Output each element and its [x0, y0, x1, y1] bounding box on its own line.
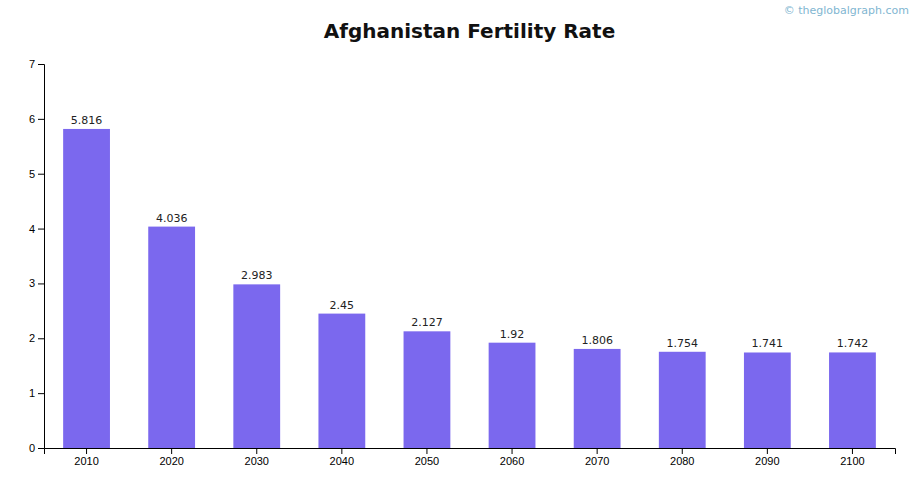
- tick-label: 4: [29, 223, 35, 235]
- x-tick: 2050: [415, 448, 439, 467]
- tick-mark: [38, 283, 44, 284]
- data-label: 2.45: [330, 299, 355, 312]
- tick-mark: [38, 64, 44, 65]
- y-tick: 0: [29, 442, 44, 454]
- bar: [659, 352, 706, 448]
- tick-label: 2: [29, 332, 35, 344]
- tick-label: 2050: [415, 455, 439, 467]
- bar: [574, 349, 621, 448]
- tick-mark: [38, 393, 44, 394]
- tick-label: 7: [29, 58, 35, 70]
- tick-mark: [512, 448, 513, 454]
- tick-label: 2030: [245, 455, 269, 467]
- annotation: © theglobalgraph.com: [784, 4, 909, 17]
- tick-mark: [86, 448, 87, 454]
- tick-label: 2040: [330, 455, 354, 467]
- bar: [233, 284, 280, 448]
- x-axis: 2010 2020 2030 2040 2050 2060 2070 2080 2090 2100: [45, 448, 896, 467]
- bar: [63, 129, 110, 448]
- tick-label: 2090: [755, 455, 779, 467]
- bar: [489, 343, 536, 448]
- tick-label: 2100: [840, 455, 864, 467]
- data-label: 2.983: [241, 269, 273, 282]
- data-label: 1.742: [837, 337, 869, 350]
- x-tick: 2030: [245, 448, 269, 467]
- title: Afghanistan Fertility Rate: [324, 19, 615, 43]
- tick-mark: [426, 448, 427, 454]
- x-tick: 2080: [670, 448, 694, 467]
- chart: 0 1 2 3 4 5 6 7 2010 2020 2030 2040 2050 2060 2070 2080…: [0, 0, 919, 484]
- tick-label: 2010: [74, 455, 98, 467]
- tick-mark: [341, 448, 342, 454]
- tick-label: 5: [29, 168, 35, 180]
- tick-mark: [38, 338, 44, 339]
- y-tick: 5: [29, 168, 44, 180]
- tick-mark: [38, 174, 44, 175]
- x-tick: 2040: [330, 448, 354, 467]
- tick-mark: [38, 448, 44, 449]
- y-axis: 0 1 2 3 4 5 6 7: [29, 58, 45, 454]
- data-labels: 5.816 4.036 2.983 2.45 2.127 1.92 1.806 1.754 1.…: [71, 114, 868, 351]
- data-label: 5.816: [71, 114, 103, 127]
- tick-mark: [171, 448, 172, 454]
- x-tick: 2010: [74, 448, 98, 467]
- tick-label: 2070: [585, 455, 609, 467]
- tick-mark: [682, 448, 683, 454]
- axis-line: [45, 449, 896, 455]
- tick-label: 2060: [500, 455, 524, 467]
- y-tick: 4: [29, 223, 44, 235]
- tick-mark: [767, 448, 768, 454]
- bar: [829, 352, 876, 448]
- tick-mark: [38, 119, 44, 120]
- tick-label: 3: [29, 277, 35, 289]
- y-tick: 1: [29, 387, 44, 399]
- x-tick: 2020: [159, 448, 183, 467]
- bar: [318, 314, 365, 448]
- data-label: 4.036: [156, 212, 188, 225]
- tick-label: 2080: [670, 455, 694, 467]
- y-tick: 7: [29, 58, 44, 70]
- y-tick: 3: [29, 277, 44, 289]
- y-tick: 6: [29, 113, 44, 125]
- x-tick: 2070: [585, 448, 609, 467]
- tick-label: 1: [29, 387, 35, 399]
- y-tick: 2: [29, 332, 44, 344]
- data-label: 1.754: [667, 337, 699, 350]
- bar: [148, 227, 195, 448]
- tick-mark: [38, 229, 44, 230]
- axis-line: [38, 65, 45, 449]
- x-tick: 2090: [755, 448, 779, 467]
- tick-label: 0: [29, 442, 35, 454]
- tick-mark: [256, 448, 257, 454]
- x-tick: 2060: [500, 448, 524, 467]
- data-label: 1.741: [752, 337, 784, 350]
- tick-mark: [852, 448, 853, 454]
- bar: [744, 352, 791, 448]
- bars: [63, 129, 876, 448]
- bar: [404, 331, 451, 448]
- tick-mark: [597, 448, 598, 454]
- data-label: 1.806: [581, 334, 613, 347]
- data-label: 2.127: [411, 316, 443, 329]
- tick-label: 2020: [159, 455, 183, 467]
- data-label: 1.92: [500, 328, 525, 341]
- tick-label: 6: [29, 113, 35, 125]
- plot: 0 1 2 3 4 5 6 7 2010 2020 2030 2040 2050 2060 2070 2080…: [29, 58, 896, 467]
- x-tick: 2100: [840, 448, 864, 467]
